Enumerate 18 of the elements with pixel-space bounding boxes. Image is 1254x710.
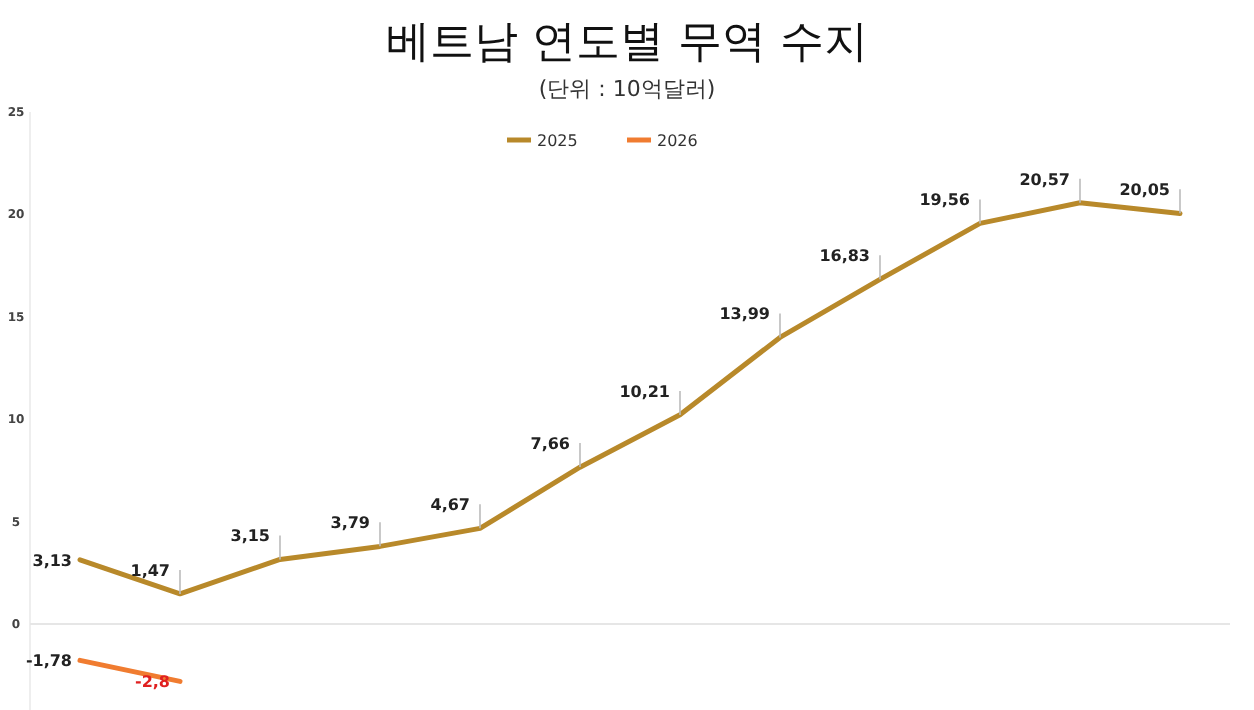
data-label: -1,78 bbox=[25, 652, 73, 671]
data-label: 10,21 bbox=[619, 382, 671, 401]
title: 베트남 연도별 무역 수지 bbox=[386, 18, 868, 68]
legend-label: 2026 bbox=[657, 132, 698, 150]
data-label: 16,83 bbox=[819, 247, 870, 266]
data-label: -2,8 bbox=[135, 673, 171, 692]
data-label: 19,56 bbox=[919, 191, 971, 210]
data-label: 20,05 bbox=[1119, 181, 1171, 200]
data-label: 13,99 bbox=[719, 305, 771, 324]
data-label: 3,15 bbox=[230, 527, 271, 546]
data-label: 3,79 bbox=[330, 514, 371, 533]
legend-label: 2025 bbox=[537, 132, 578, 150]
data-label: 20,57 bbox=[1019, 170, 1070, 189]
data-label: 4,67 bbox=[430, 496, 470, 515]
subtitle: (단위 : 10억달러) bbox=[538, 76, 716, 102]
data-label: 7,66 bbox=[530, 435, 571, 454]
data-label: 1,47 bbox=[130, 561, 170, 580]
data-label: 3,13 bbox=[32, 551, 72, 570]
